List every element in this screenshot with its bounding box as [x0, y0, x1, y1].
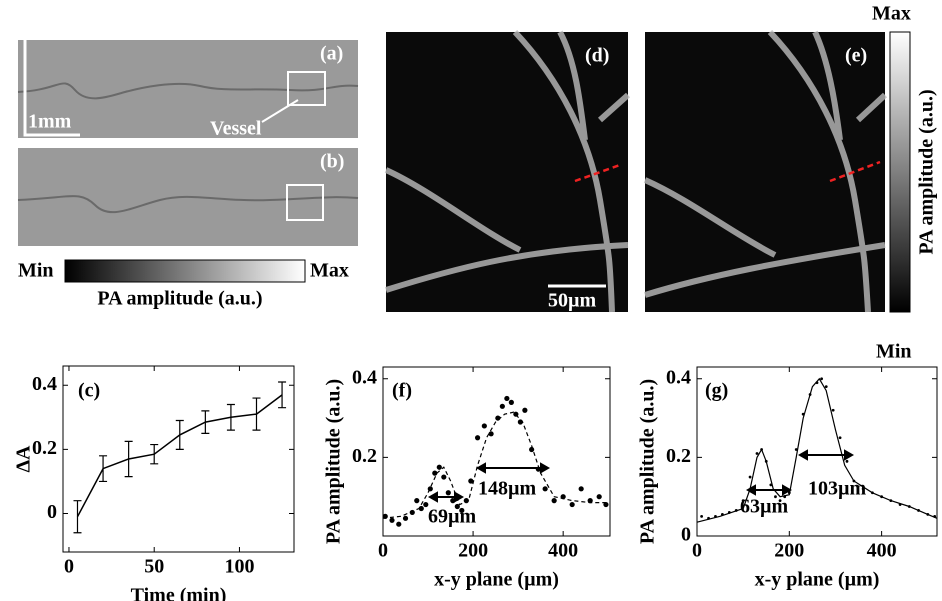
x-axis-label: x-y plane (µm)	[434, 569, 559, 591]
annotation: 69µm	[428, 506, 477, 528]
data-point	[825, 385, 828, 388]
colorbar-title: PA amplitude (a.u.)	[97, 288, 262, 310]
data-point	[389, 518, 394, 523]
data-point	[529, 447, 534, 452]
data-point	[482, 423, 487, 428]
figure: 1mm (a) Vessel (b) Min Max PA amplitude …	[0, 0, 942, 601]
fit-line	[697, 379, 937, 522]
scale-label: 50µm	[548, 290, 597, 312]
data-point	[500, 404, 505, 409]
y-tick-label: 0	[47, 501, 57, 523]
y-tick-label: 0.4	[352, 366, 377, 388]
data-point	[437, 465, 442, 470]
x-tick-label: 200	[774, 540, 804, 562]
y-tick-label: 0.2	[666, 445, 691, 467]
y-axis-label: ΔA	[13, 445, 35, 473]
panel-label: (e)	[845, 45, 867, 67]
data-point	[459, 508, 464, 513]
y-tick-label: 0.2	[32, 437, 57, 459]
pointer-label: Vessel	[210, 118, 262, 140]
x-axis-label: x-y plane (µm)	[755, 569, 880, 591]
data-point	[756, 452, 759, 455]
panel-label: (g)	[705, 380, 728, 402]
x-tick-label: 200	[458, 540, 488, 562]
data-point	[774, 495, 777, 498]
width-arrow	[800, 451, 852, 459]
colorbar-title: PA amplitude (a.u.)	[916, 89, 938, 254]
data-point	[820, 377, 823, 380]
colorbar-min: Min	[876, 341, 912, 363]
scale-label: 1mm	[28, 111, 72, 133]
width-arrow	[748, 486, 790, 494]
data-point	[446, 490, 451, 495]
colorbar-max: Max	[872, 3, 911, 25]
error-bar	[73, 501, 81, 533]
panel-label: (d)	[585, 45, 609, 67]
data-point	[504, 396, 509, 401]
x-tick-label: 400	[867, 540, 897, 562]
y-axis-label: PA amplitude (a.u.)	[323, 379, 345, 544]
y-tick-label: 0.4	[32, 373, 57, 395]
data-point	[403, 516, 408, 521]
data-point	[450, 498, 455, 503]
annotation: 103µm	[808, 478, 867, 500]
data-point	[396, 522, 401, 527]
x-axis-label: Time (min)	[131, 585, 227, 601]
data-point	[749, 476, 752, 479]
panel-label: (c)	[78, 380, 100, 402]
axes-box	[383, 367, 610, 536]
axes-box	[697, 367, 937, 536]
error-bar	[278, 382, 286, 408]
data-point	[597, 494, 602, 499]
data-point	[742, 499, 745, 502]
error-bar	[176, 421, 184, 450]
panel-label: (f)	[392, 380, 412, 402]
panel-label: (a)	[320, 43, 343, 65]
data-point	[509, 400, 514, 405]
y-tick-label: 0.4	[666, 366, 691, 388]
data-point	[846, 460, 849, 463]
x-tick-label: 50	[144, 556, 164, 578]
x-tick-label: 100	[224, 556, 254, 578]
x-tick-label: 0	[692, 540, 702, 562]
data-point	[839, 436, 842, 439]
data-point	[700, 515, 703, 518]
x-tick-label: 0	[378, 540, 388, 562]
colorbar	[890, 32, 910, 312]
y-axis-label: PA amplitude (a.u.)	[637, 379, 659, 544]
y-tick-label: 0.2	[352, 445, 377, 467]
data-point	[522, 408, 527, 413]
data-point	[488, 431, 493, 436]
data-point	[552, 498, 557, 503]
data-point	[779, 499, 782, 502]
data-point	[475, 435, 480, 440]
colorbar-min: Min	[18, 260, 54, 282]
annotation: 63µm	[740, 496, 789, 518]
data-point	[423, 502, 428, 507]
data-point	[441, 474, 446, 479]
data-point	[570, 502, 575, 507]
error-bar	[99, 456, 107, 482]
data-line	[78, 395, 283, 517]
x-tick-label: 400	[548, 540, 578, 562]
y-tick-label: 0	[681, 524, 691, 546]
data-point	[414, 498, 419, 503]
annotation: 148µm	[478, 478, 537, 500]
data-point	[832, 409, 835, 412]
x-tick-label: 0	[64, 556, 74, 578]
data-point	[579, 486, 584, 491]
data-point	[543, 486, 548, 491]
colorbar	[65, 260, 305, 282]
colorbar-max: Max	[310, 260, 349, 282]
panel-label: (b)	[320, 151, 344, 173]
